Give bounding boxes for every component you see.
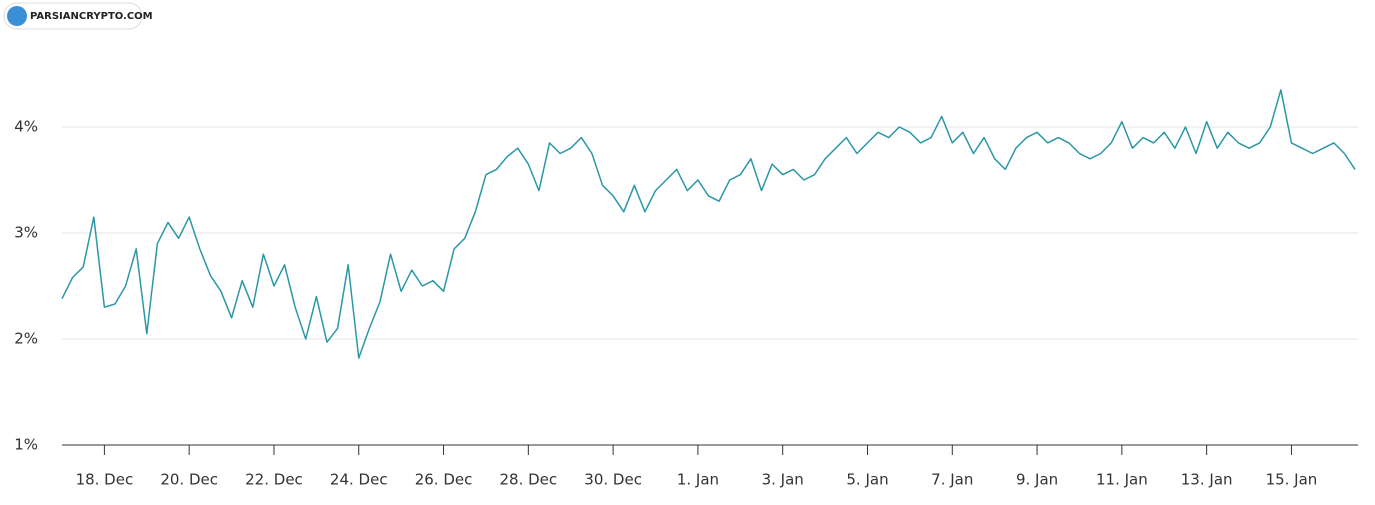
x-tick-label: 11. Jan <box>1096 471 1148 489</box>
x-tick-label: 30. Dec <box>584 471 642 489</box>
y-tick-label: 2% <box>14 330 38 348</box>
x-tick-label: 26. Dec <box>415 471 473 489</box>
x-tick-label: 24. Dec <box>330 471 388 489</box>
x-tick-label: 1. Jan <box>677 471 719 489</box>
x-tick-label: 15. Jan <box>1266 471 1318 489</box>
watermark-icon <box>7 6 27 26</box>
watermark-badge <box>3 2 143 30</box>
y-tick-label: 1% <box>14 436 38 454</box>
watermark: PARSIANCRYPTO.COM <box>3 2 153 30</box>
x-tick-label: 22. Dec <box>245 471 303 489</box>
line <box>61 89 1356 359</box>
x-tick-label: 5. Jan <box>846 471 888 489</box>
x-tick-label: 28. Dec <box>500 471 558 489</box>
y-tick-label: 4% <box>14 118 38 136</box>
watermark-text: PARSIANCRYPTO.COM <box>30 11 153 22</box>
x-tick-label: 3. Jan <box>762 471 804 489</box>
x-tick-label: 7. Jan <box>931 471 973 489</box>
x-tick-label: 18. Dec <box>76 471 134 489</box>
x-tick-label: 9. Jan <box>1016 471 1058 489</box>
x-tick-label: 13. Jan <box>1181 471 1233 489</box>
y-tick-label: 3% <box>14 224 38 242</box>
x-tick-label: 20. Dec <box>160 471 218 489</box>
